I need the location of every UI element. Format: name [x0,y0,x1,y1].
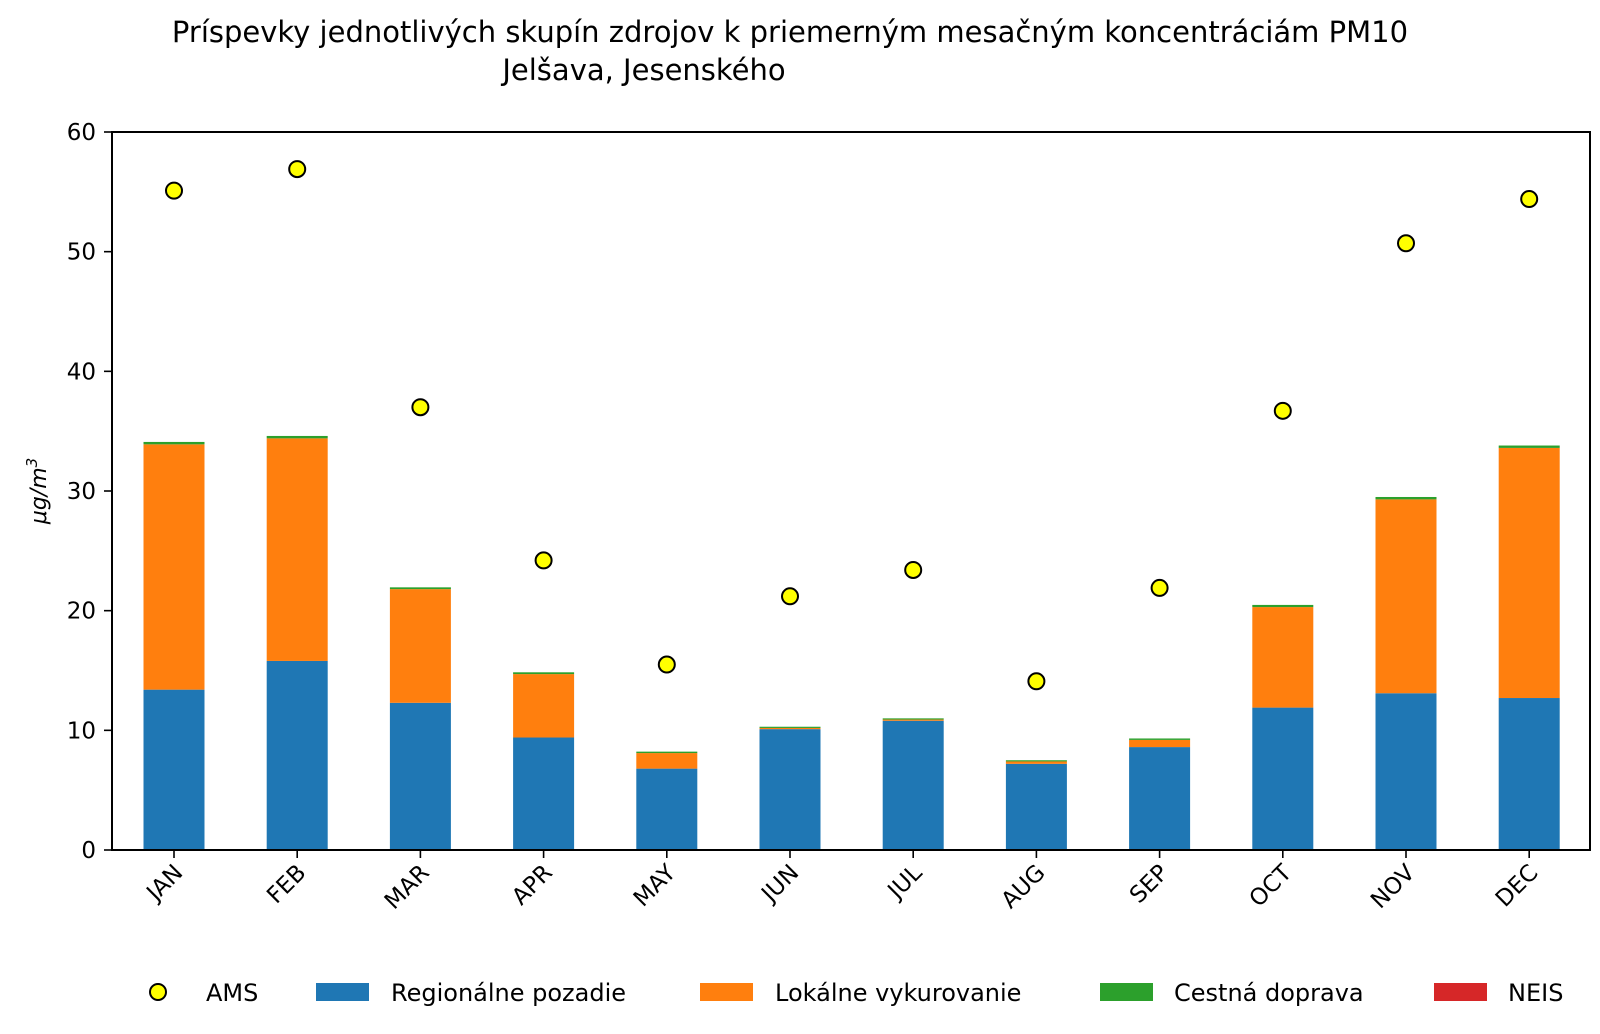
legend-swatch-lokalne-vykurovanie [700,983,753,1001]
y-tick-label: 50 [67,240,96,266]
ams-point [1397,234,1415,253]
legend-label-cestna-doprava: Cestná doprava [1174,979,1364,1007]
bar-cestna-doprava [636,751,698,754]
x-tick-label: DEC [1491,860,1544,913]
x-tick-label: FEB [262,860,311,909]
bar-lokalne-vykurovanie [1375,499,1437,694]
ams-point [904,560,923,579]
bar-regionalne-pozadie [389,702,451,850]
ams-point [165,181,183,200]
bar-lokalne-vykurovanie [759,727,821,730]
bar-cestna-doprava [1005,760,1067,762]
bar-cestna-doprava [266,435,328,439]
legend-label-regionalne-pozadie: Regionálne pozadie [391,979,626,1007]
ams-point [1150,578,1169,597]
legend-label-lokalne-vykurovanie: Lokálne vykurovanie [775,979,1021,1007]
x-tick-label: MAR [380,860,435,915]
bar-regionalne-pozadie [1005,763,1067,850]
ams-point [411,398,430,417]
x-tick-label: SEP [1125,860,1174,909]
x-tick-label: MAY [629,859,682,912]
bar-lokalne-vykurovanie [1129,739,1191,748]
ams-point [781,587,799,606]
bar-cestna-doprava [1129,738,1191,740]
bar-lokalne-vykurovanie [389,589,451,703]
bar-regionalne-pozadie [1498,698,1560,850]
x-tick-label: JAN [141,860,189,908]
y-tick-label: 10 [67,718,96,744]
legend-swatch-cestna-doprava [1100,983,1153,1001]
bar-cestna-doprava [1252,604,1314,608]
bar-lokalne-vykurovanie [1005,761,1067,764]
bar-lokalne-vykurovanie [636,753,698,769]
bar-regionalne-pozadie [266,660,328,850]
x-tick-label: OCT [1245,859,1298,912]
chart-subtitle: Jelšava, Jesenského [500,53,785,87]
bar-lokalne-vykurovanie [882,719,944,721]
ams-point [288,160,307,179]
y-tick-label: 40 [67,359,96,385]
bar-regionalne-pozadie [636,768,698,850]
chart-title: Príspevky jednotlivých skupín zdrojov k … [172,15,1408,49]
bar-regionalne-pozadie [759,729,821,850]
y-tick-label: 30 [67,479,96,505]
legend-label-ams: AMS [206,979,258,1007]
ams-point [1027,672,1046,691]
bar-regionalne-pozadie [882,720,944,850]
bar-cestna-doprava [1498,445,1560,448]
bar-lokalne-vykurovanie [143,444,205,690]
bar-cestna-doprava [143,441,205,445]
legend-marker-ams [149,983,167,1001]
legend: AMS Regionálne pozadie Lokálne vykurovanie… [149,979,1563,1007]
y-tick-label: 0 [81,838,96,864]
bar-lokalne-vykurovanie [513,674,575,738]
bar-cestna-doprava [759,726,821,728]
bar-cestna-doprava [882,718,944,720]
x-tick-label: APR [507,860,558,911]
x-tick-label: JUN [756,860,805,909]
y-tick-label: 20 [67,599,96,625]
bar-lokalne-vykurovanie [1252,607,1314,708]
bar-regionalne-pozadie [1252,707,1314,850]
legend-swatch-regionalne-pozadie [316,983,369,1001]
ams-point [1520,190,1539,209]
y-tick-label: 60 [67,120,96,146]
bar-lokalne-vykurovanie [1498,447,1560,699]
bar-regionalne-pozadie [1129,747,1191,850]
bar-cestna-doprava [513,672,575,675]
x-tick-label: NOV [1366,860,1420,914]
legend-swatch-neis [1434,983,1487,1001]
x-tick-label: AUG [997,860,1051,914]
bar-regionalne-pozadie [143,689,205,850]
bar-lokalne-vykurovanie [266,438,328,661]
plot-frame [111,131,1591,851]
ams-point [1273,401,1292,420]
bar-regionalne-pozadie [1375,693,1437,850]
legend-label-neis: NEIS [1508,979,1563,1007]
bar-cestna-doprava [389,587,451,590]
bar-cestna-doprava [1375,496,1437,500]
y-axis-label: μg/m3 [23,458,52,525]
x-tick-label: JUL [882,860,928,906]
ams-point [657,655,676,674]
bar-regionalne-pozadie [513,737,575,850]
ams-point [534,551,553,570]
